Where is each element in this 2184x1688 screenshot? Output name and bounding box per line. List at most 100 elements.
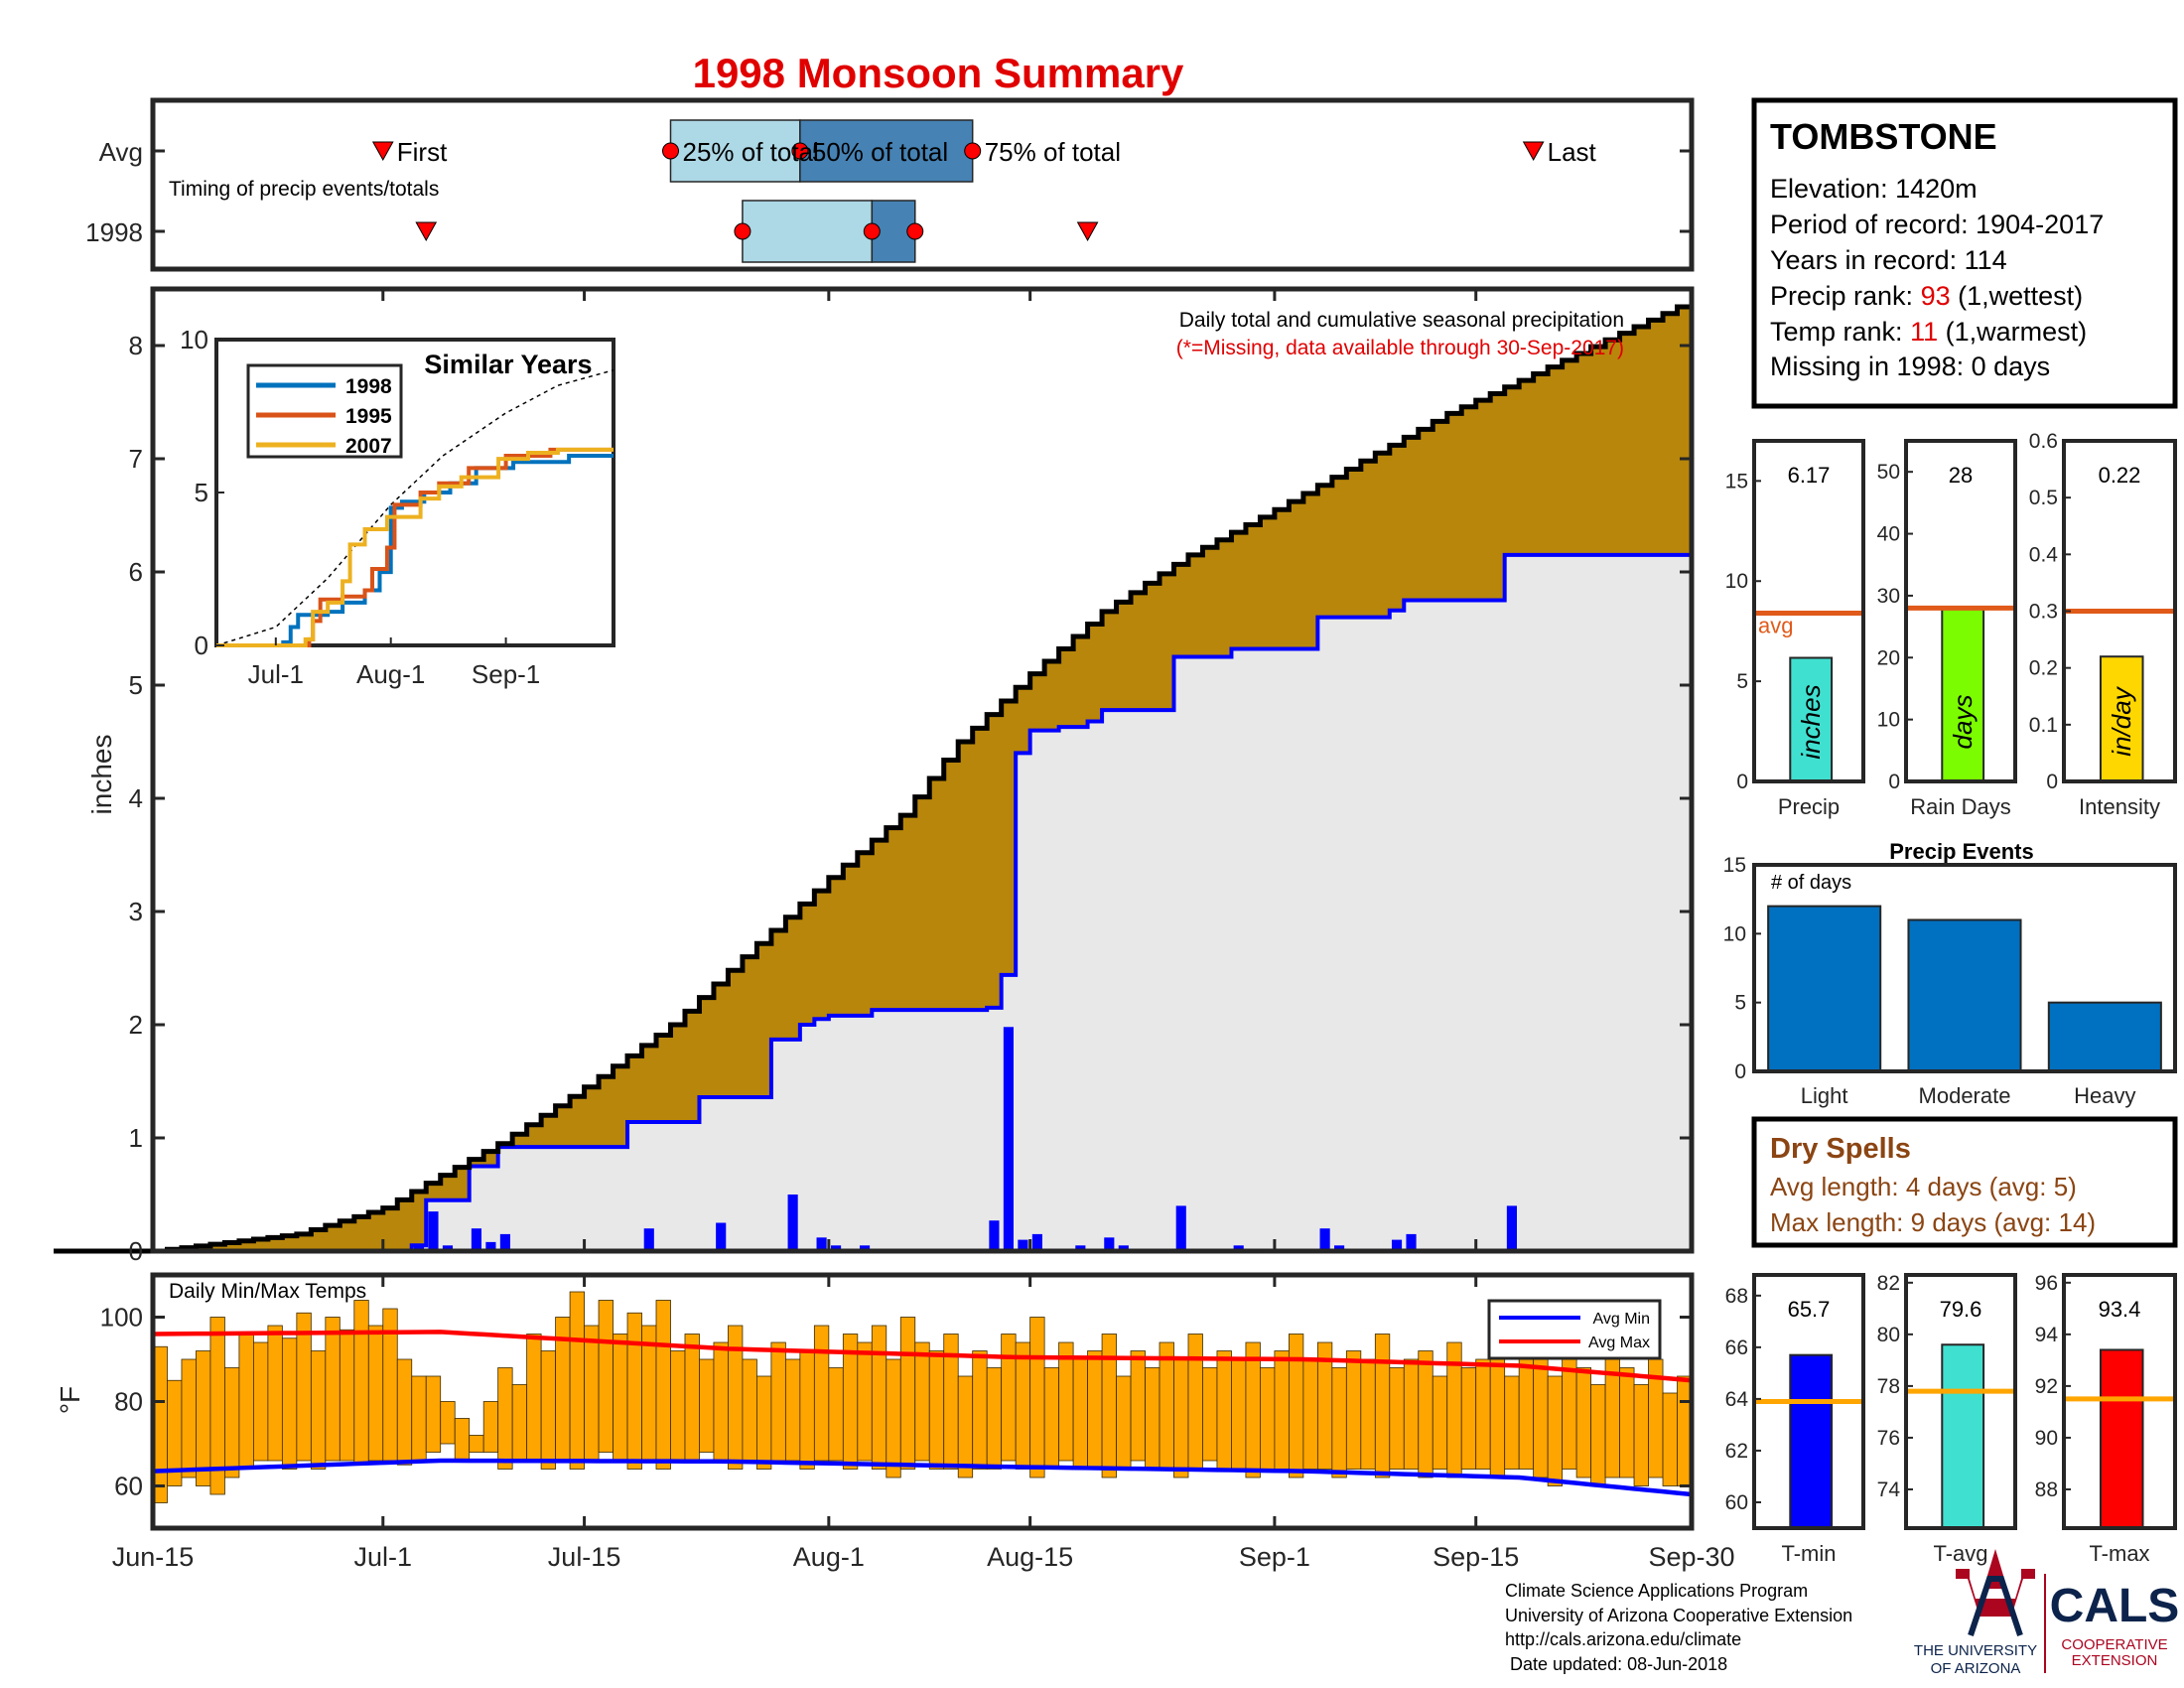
daily-temp-bar xyxy=(914,1341,930,1462)
ua-logo-a-mark xyxy=(1956,1549,2035,1617)
timing-year-p50-marker xyxy=(863,222,881,240)
dry-spells-title: Dry Spells xyxy=(1770,1133,1911,1165)
daily-temp-bar xyxy=(482,1401,499,1453)
temp-legend-frame xyxy=(1487,1299,1662,1360)
daily-precip-bar xyxy=(816,1237,827,1251)
daily-precip-bar xyxy=(1391,1239,1403,1251)
timing-p75-label: 75% of total xyxy=(985,137,1121,167)
daily-temp-bar xyxy=(181,1358,197,1478)
daily-temp-bar xyxy=(1489,1350,1506,1478)
daily-temp-bar xyxy=(957,1375,974,1478)
daily-temp-bar xyxy=(325,1317,341,1462)
similar-years-title: Similar Years xyxy=(424,350,592,379)
daily-temp-bar xyxy=(469,1435,484,1453)
intensity-ytick-label: 0.3 xyxy=(2029,601,2058,624)
timing-avg-box-50-75 xyxy=(799,119,974,183)
station-precip-rank: Precip rank: 93 (1,wettest) xyxy=(1770,281,2083,311)
rain-days-ytick-label: 40 xyxy=(1877,523,1900,546)
daily-temp-bar xyxy=(1389,1367,1405,1470)
timing-avg-p75-marker xyxy=(964,142,982,160)
similar-years-average-line xyxy=(215,369,614,646)
date-xtick-label: Jul-1 xyxy=(354,1542,413,1572)
timing-year-p75-marker xyxy=(906,222,924,240)
footer-line-2: University of Arizona Cooperative Extens… xyxy=(1505,1606,1852,1625)
precip-ytick-label: 6 xyxy=(129,557,143,587)
daily-precip-bar xyxy=(1075,1245,1086,1251)
temp-panel: 60 80 100 Daily Min/Max Temps °F Avg Min A… xyxy=(55,1272,1735,1572)
precip-ylabel: inches xyxy=(86,735,117,815)
daily-precip-bar xyxy=(859,1245,871,1251)
season-precip-ytick-label: 10 xyxy=(1725,570,1748,593)
daily-temp-bar xyxy=(1360,1358,1376,1470)
inset-ytick-label: 10 xyxy=(180,325,208,354)
daily-temp-bar xyxy=(1633,1384,1649,1486)
rain-days-ytick-label: 0 xyxy=(1888,771,1900,793)
daily-temp-bar xyxy=(526,1334,542,1462)
daily-precip-bar xyxy=(1031,1233,1042,1251)
dry-spells-avg: Avg length: 4 days (avg: 5) xyxy=(1770,1172,2077,1201)
date-xtick-label: Aug-15 xyxy=(987,1542,1073,1572)
t-min-ytick-label: 64 xyxy=(1725,1388,1749,1411)
daily-temp-bar xyxy=(713,1341,729,1462)
daily-temp-bar xyxy=(540,1350,557,1470)
daily-temp-bar xyxy=(1504,1375,1520,1470)
daily-temp-bar xyxy=(1547,1375,1564,1486)
station-missing: Missing in 1998: 0 days xyxy=(1770,352,2050,381)
daily-precip-bar xyxy=(413,1245,425,1251)
daily-temp-bar xyxy=(742,1358,757,1462)
legend-label-2007: 2007 xyxy=(345,435,392,458)
daily-temp-bar xyxy=(1072,1358,1088,1470)
daily-temp-bar xyxy=(756,1375,772,1470)
daily-temp-bar xyxy=(1403,1358,1420,1470)
intensity-value: 0.22 xyxy=(2099,463,2141,488)
dry-spells-box: Dry Spells Avg length: 4 days (avg: 5) M… xyxy=(1751,1116,2178,1248)
daily-precip-bar xyxy=(471,1228,482,1251)
precip-events-frame xyxy=(1752,863,2177,1073)
t-max-label: T-max xyxy=(2089,1541,2149,1566)
daily-temp-bar xyxy=(339,1329,355,1462)
t-min-ytick-label: 60 xyxy=(1725,1491,1748,1514)
daily-precip-bar xyxy=(1175,1205,1186,1251)
date-xtick-label: Sep-15 xyxy=(1433,1542,1519,1572)
avg-cumulative-line xyxy=(54,300,1695,1254)
t-min-bar xyxy=(1789,1353,1834,1529)
t-max-ytick-label: 90 xyxy=(2035,1427,2058,1450)
inset-ytick-label: 5 xyxy=(195,478,208,507)
daily-temp-bar xyxy=(1604,1350,1620,1478)
cals-logo: CALS COOPERATIVE EXTENSION xyxy=(2050,1580,2180,1669)
station-temp-rank: Temp rank: 11 (1,warmest) xyxy=(1770,317,2087,347)
daily-temp-bar xyxy=(828,1367,844,1462)
rain-days-unit-label: days xyxy=(1948,695,1978,750)
timing-last-label: Last xyxy=(1548,137,1597,167)
daily-temp-bar xyxy=(584,1325,600,1462)
date-xtick-label: Aug-1 xyxy=(793,1542,865,1572)
daily-precip-bar xyxy=(428,1211,439,1251)
season-precip-ytick-label: 5 xyxy=(1736,670,1748,693)
precip-panel-frame xyxy=(150,286,1695,1254)
daily-temp-bar xyxy=(1288,1334,1304,1478)
station-info-box: TOMBSTONE Elevation: 1420m Period of rec… xyxy=(1751,97,2178,409)
rain-days-ytick-label: 20 xyxy=(1877,646,1900,669)
daily-precip-bar xyxy=(485,1241,496,1251)
station-elevation: Elevation: 1420m xyxy=(1770,174,1978,204)
season-precip-value: 6.17 xyxy=(1788,463,1831,488)
t-min-frame xyxy=(1752,1273,1865,1530)
daily-precip-bar xyxy=(831,1245,842,1251)
daily-temp-bar xyxy=(367,1325,384,1462)
intensity-unit-label: in/day xyxy=(2107,685,2136,756)
year-cumulative-line xyxy=(153,552,1692,1253)
precip-events-bar-light xyxy=(1767,905,1882,1072)
cals-logo-line-1: COOPERATIVE xyxy=(2061,1636,2167,1653)
daily-temp-bar xyxy=(1302,1358,1318,1470)
timing-caption: Timing of precip events/totals xyxy=(169,178,439,201)
t-min-value: 65.7 xyxy=(1788,1297,1831,1322)
precip-events-category-label: Heavy xyxy=(2074,1083,2135,1108)
daily-temp-bar xyxy=(1173,1358,1189,1478)
daily-precip-bar xyxy=(787,1195,798,1251)
dry-spells-frame xyxy=(1751,1116,2178,1248)
daily-precip-bar xyxy=(1104,1237,1115,1251)
rain-days-ytick-label: 30 xyxy=(1877,585,1900,608)
precip-ytick-label: 1 xyxy=(129,1123,143,1153)
avg-min-temp-line xyxy=(152,1458,1693,1497)
